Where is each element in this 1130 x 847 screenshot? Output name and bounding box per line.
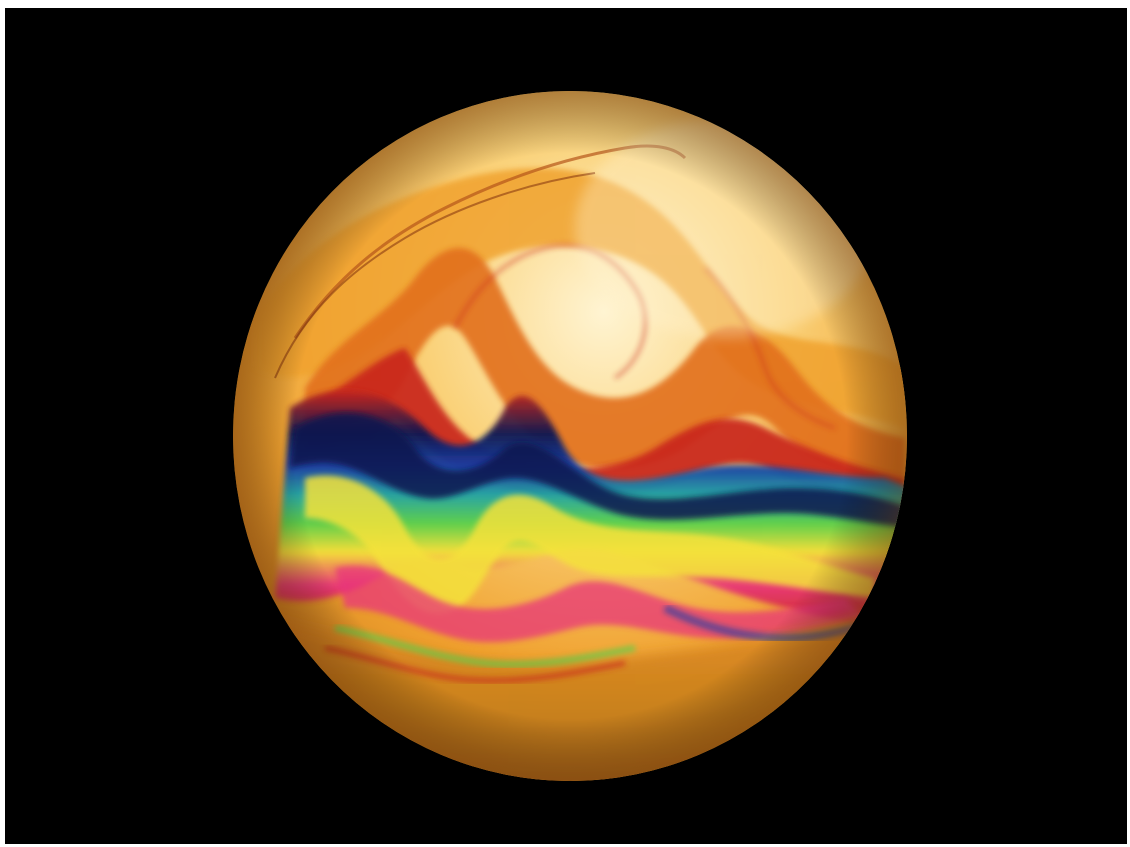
soap-bubble-photo — [233, 91, 907, 781]
photo-canvas — [5, 8, 1127, 844]
bubble-rim-shade — [233, 91, 907, 781]
